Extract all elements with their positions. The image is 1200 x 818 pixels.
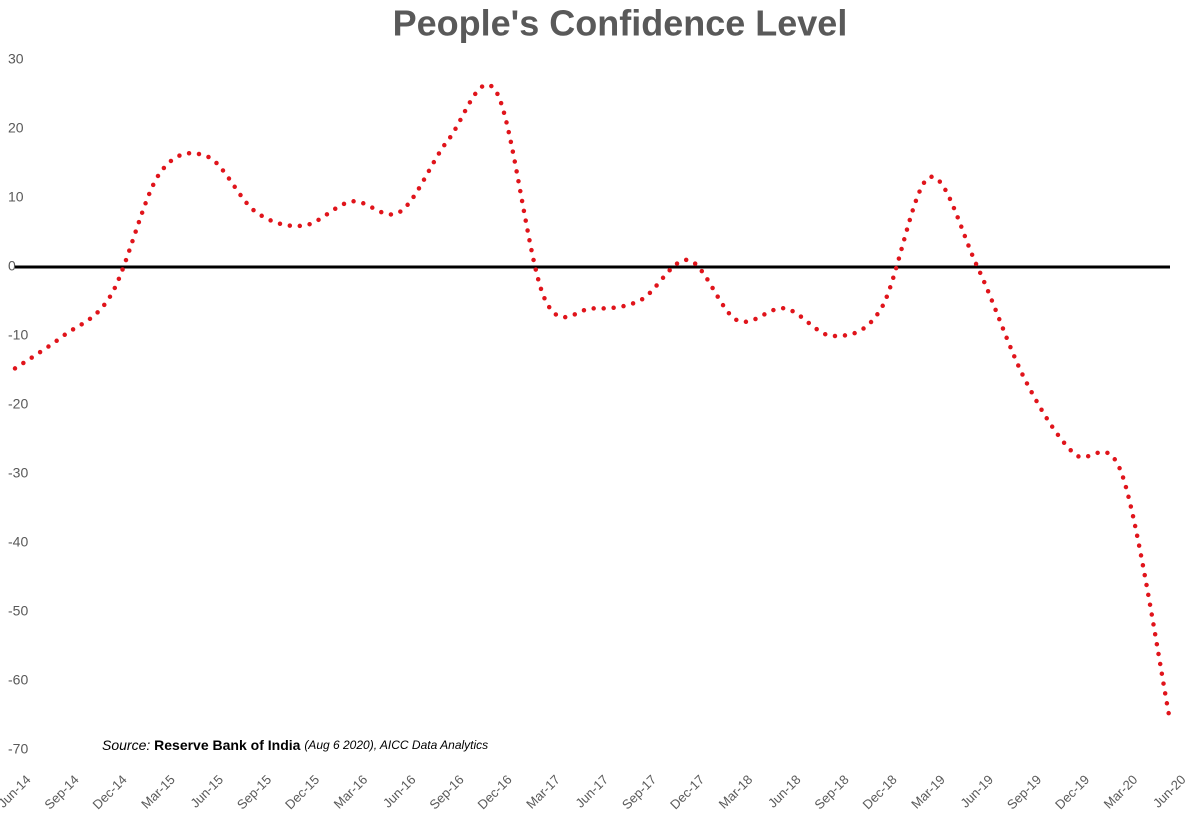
x-tick-label: Jun-16	[380, 772, 419, 811]
y-tick-label: 10	[8, 189, 24, 205]
chart-title: People's Confidence Level	[393, 3, 848, 44]
x-tick-label: Mar-17	[523, 772, 563, 812]
x-tick-label: Jun-15	[187, 772, 226, 811]
y-tick-label: -70	[8, 741, 28, 757]
x-tick-label: Dec-17	[667, 772, 707, 812]
x-tick-label: Sep-18	[811, 772, 851, 812]
x-tick-label: Mar-16	[331, 772, 371, 812]
x-tick-label: Mar-20	[1101, 772, 1141, 812]
y-tick-label: -10	[8, 327, 28, 343]
x-tick-label: Dec-18	[860, 772, 900, 812]
x-tick-label: Dec-19	[1052, 772, 1092, 812]
x-tick-label: Jun-19	[957, 772, 996, 811]
x-tick-label: Mar-18	[716, 772, 756, 812]
y-tick-label: -40	[8, 534, 28, 550]
y-tick-label: 20	[8, 120, 24, 136]
x-tick-label: Sep-14	[41, 772, 81, 812]
x-tick-label: Mar-19	[908, 772, 948, 812]
x-tick-label: Sep-16	[426, 772, 466, 812]
y-tick-label: 0	[8, 258, 16, 274]
x-tick-label: Jun-20	[1150, 772, 1189, 811]
x-tick-label: Jun-18	[765, 772, 804, 811]
x-tick-label: Dec-16	[475, 772, 515, 812]
x-tick-label: Sep-17	[619, 772, 659, 812]
x-tick-label: Sep-15	[234, 772, 274, 812]
y-tick-label: 30	[8, 51, 24, 67]
source-label: Source:	[102, 737, 150, 753]
y-tick-label: -30	[8, 465, 28, 481]
data-line	[12, 82, 1173, 723]
source-detail: (Aug 6 2020), AICC Data Analytics	[304, 738, 488, 752]
x-tick-label: Jun-14	[0, 772, 34, 811]
x-tick-label: Dec-14	[90, 772, 130, 812]
y-tick-label: -60	[8, 672, 28, 688]
x-tick-label: Sep-19	[1004, 772, 1044, 812]
source-name: Reserve Bank of India	[154, 737, 300, 753]
x-tick-label: Dec-15	[282, 772, 322, 812]
y-tick-label: -20	[8, 396, 28, 412]
source-note: Source: Reserve Bank of India (Aug 6 202…	[102, 737, 488, 753]
x-tick-label: Mar-15	[138, 772, 178, 812]
y-tick-label: -50	[8, 603, 28, 619]
x-tick-label: Jun-17	[572, 772, 611, 811]
